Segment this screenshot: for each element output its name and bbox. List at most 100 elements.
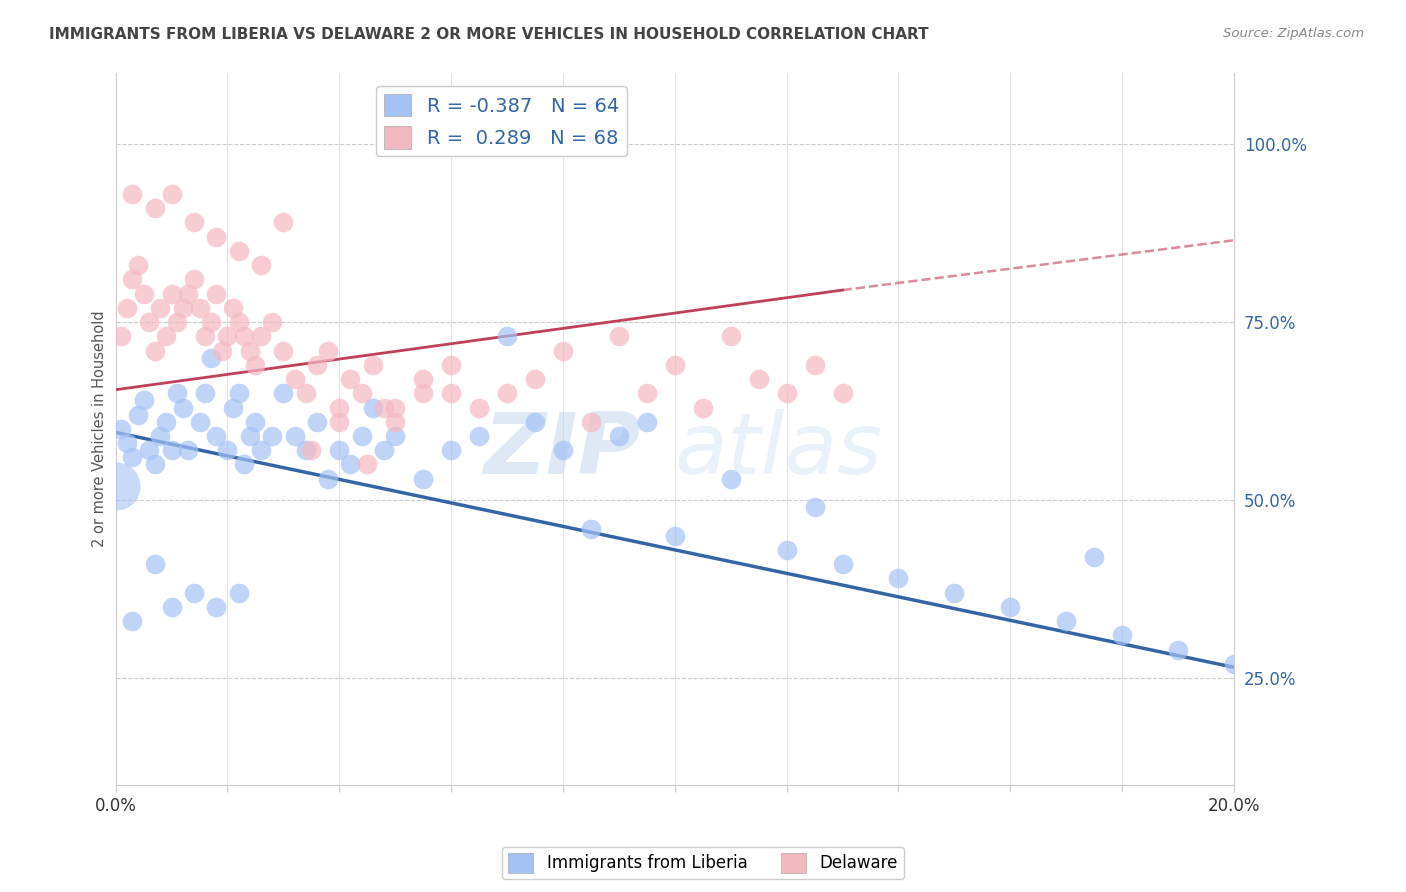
Point: [720, 472, 742, 486]
Point: [110, 422, 132, 436]
Point: [166, 386, 188, 401]
Point: [121, 272, 143, 286]
Point: [440, 443, 463, 458]
Point: [1167, 642, 1189, 657]
Point: [149, 301, 172, 315]
Point: [250, 443, 273, 458]
Point: [228, 386, 250, 401]
Text: Source: ZipAtlas.com: Source: ZipAtlas.com: [1223, 27, 1364, 40]
Point: [250, 329, 273, 343]
Text: ZIP: ZIP: [484, 409, 641, 491]
Point: [121, 614, 143, 628]
Point: [373, 443, 395, 458]
Point: [440, 386, 463, 401]
Point: [149, 429, 172, 443]
Point: [440, 358, 463, 372]
Point: [262, 429, 284, 443]
Point: [222, 301, 245, 315]
Point: [384, 415, 406, 429]
Legend: Immigrants from Liberia, Delaware: Immigrants from Liberia, Delaware: [502, 847, 904, 880]
Point: [205, 599, 228, 614]
Point: [160, 186, 183, 201]
Point: [228, 315, 250, 329]
Text: atlas: atlas: [675, 409, 883, 491]
Point: [468, 401, 491, 415]
Point: [692, 401, 714, 415]
Point: [177, 443, 200, 458]
Point: [284, 429, 307, 443]
Point: [524, 372, 547, 386]
Point: [551, 443, 574, 458]
Point: [803, 500, 825, 515]
Point: [245, 358, 267, 372]
Point: [205, 286, 228, 301]
Point: [328, 401, 350, 415]
Point: [284, 372, 307, 386]
Point: [579, 415, 602, 429]
Point: [200, 315, 222, 329]
Point: [188, 301, 211, 315]
Point: [127, 408, 149, 422]
Point: [524, 415, 547, 429]
Point: [305, 358, 328, 372]
Point: [188, 415, 211, 429]
Point: [172, 301, 194, 315]
Point: [217, 443, 239, 458]
Point: [228, 585, 250, 599]
Point: [239, 429, 262, 443]
Point: [121, 450, 143, 465]
Point: [121, 186, 143, 201]
Text: IMMIGRANTS FROM LIBERIA VS DELAWARE 2 OR MORE VEHICLES IN HOUSEHOLD CORRELATION : IMMIGRANTS FROM LIBERIA VS DELAWARE 2 OR…: [49, 27, 929, 42]
Point: [356, 458, 378, 472]
Point: [160, 286, 183, 301]
Point: [339, 372, 361, 386]
Point: [155, 415, 177, 429]
Point: [412, 386, 434, 401]
Point: [943, 585, 966, 599]
Point: [412, 472, 434, 486]
Point: [245, 415, 267, 429]
Point: [664, 358, 686, 372]
Point: [194, 329, 217, 343]
Point: [132, 393, 155, 408]
Point: [551, 343, 574, 358]
Point: [1223, 657, 1246, 671]
Point: [138, 315, 160, 329]
Point: [138, 443, 160, 458]
Point: [316, 472, 339, 486]
Point: [200, 351, 222, 365]
Point: [316, 343, 339, 358]
Point: [228, 244, 250, 258]
Point: [183, 585, 205, 599]
Point: [205, 229, 228, 244]
Point: [350, 429, 373, 443]
Point: [887, 571, 910, 585]
Point: [664, 528, 686, 542]
Point: [636, 415, 658, 429]
Point: [143, 201, 166, 215]
Point: [607, 329, 630, 343]
Point: [143, 343, 166, 358]
Point: [607, 429, 630, 443]
Point: [1111, 628, 1133, 642]
Legend: R = -0.387   N = 64, R =  0.289   N = 68: R = -0.387 N = 64, R = 0.289 N = 68: [377, 87, 627, 156]
Point: [720, 329, 742, 343]
Point: [273, 215, 295, 229]
Point: [373, 401, 395, 415]
Point: [831, 386, 853, 401]
Point: [384, 401, 406, 415]
Point: [412, 372, 434, 386]
Point: [115, 436, 138, 450]
Point: [775, 386, 797, 401]
Point: [273, 386, 295, 401]
Point: [132, 286, 155, 301]
Point: [217, 329, 239, 343]
Point: [127, 258, 149, 272]
Point: [468, 429, 491, 443]
Point: [160, 599, 183, 614]
Point: [239, 343, 262, 358]
Point: [496, 386, 519, 401]
Point: [361, 358, 384, 372]
Point: [205, 429, 228, 443]
Point: [211, 343, 233, 358]
